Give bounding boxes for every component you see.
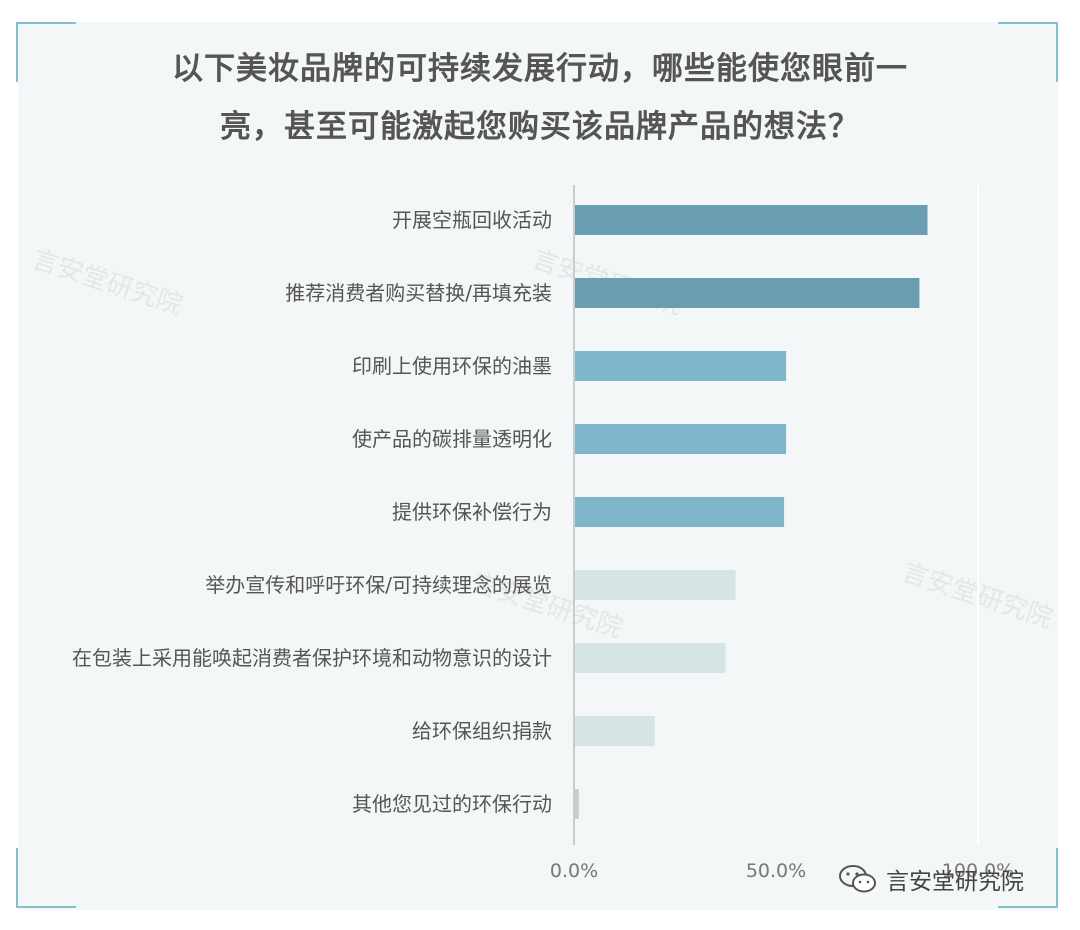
category-label: 在包装上采用能唤起消费者保护环境和动物意识的设计 <box>72 646 552 670</box>
category-label: 举办宣传和呼吁环保/可持续理念的展览 <box>205 573 552 597</box>
footer-brand-name: 言安堂研究院 <box>886 869 1024 895</box>
x-tick-label: 100.0% <box>942 860 1014 882</box>
frame-corner-bottom-left <box>16 848 76 908</box>
category-label: 其他您见过的环保行动 <box>352 792 552 816</box>
category-label: 推荐消费者购买替换/再填充装 <box>285 281 552 305</box>
bar <box>574 205 928 235</box>
category-label: 给环保组织捐款 <box>412 719 552 743</box>
category-label: 使产品的碳排量透明化 <box>352 427 552 451</box>
category-label: 印刷上使用环保的油墨 <box>352 354 552 378</box>
frame-corner-top-left <box>16 22 76 82</box>
category-label: 提供环保补偿行为 <box>392 500 552 524</box>
chart-title-line-1: 以下美妆品牌的可持续发展行动，哪些能使您眼前一 <box>172 51 908 87</box>
frame-corner-top-right <box>998 22 1058 82</box>
wechat-icon <box>839 865 876 893</box>
x-tick-label: 0.0% <box>550 860 598 882</box>
bar <box>574 789 579 819</box>
footer-brand: 言安堂研究院 <box>838 862 1024 896</box>
x-tick-label: 50.0% <box>746 860 806 882</box>
bar <box>574 570 736 600</box>
bar <box>574 424 787 454</box>
bar <box>574 716 655 746</box>
bar <box>574 278 920 308</box>
bar <box>574 351 787 381</box>
frame-corner-bottom-right <box>998 848 1058 908</box>
bar <box>574 643 726 673</box>
bar <box>574 497 785 527</box>
chart-title: 以下美妆品牌的可持续发展行动，哪些能使您眼前一 亮，甚至可能激起您购买该品牌产品… <box>130 40 950 156</box>
chart-panel <box>18 22 1058 910</box>
category-label: 开展空瓶回收活动 <box>392 208 552 232</box>
chart-title-line-2: 亮，甚至可能激起您购买该品牌产品的想法？ <box>220 109 860 145</box>
